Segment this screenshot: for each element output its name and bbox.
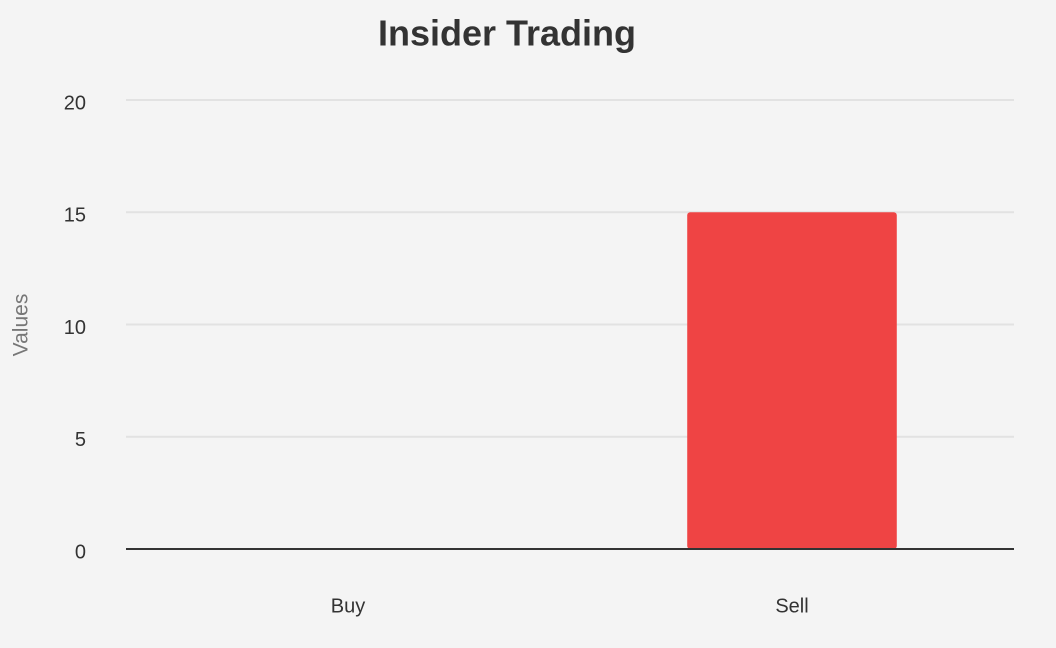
y-tick-label: 5 [75, 429, 86, 451]
y-tick-label: 0 [75, 541, 86, 563]
y-tick-label: 10 [64, 317, 86, 339]
chart-title: Insider Trading [378, 13, 636, 54]
bar [687, 212, 897, 549]
x-tick-label: Buy [331, 595, 365, 617]
y-tick-label: 20 [64, 92, 86, 114]
x-tick-label: Sell [775, 595, 808, 617]
y-tick-label: 15 [64, 205, 86, 227]
y-axis-title: Values [10, 294, 33, 357]
